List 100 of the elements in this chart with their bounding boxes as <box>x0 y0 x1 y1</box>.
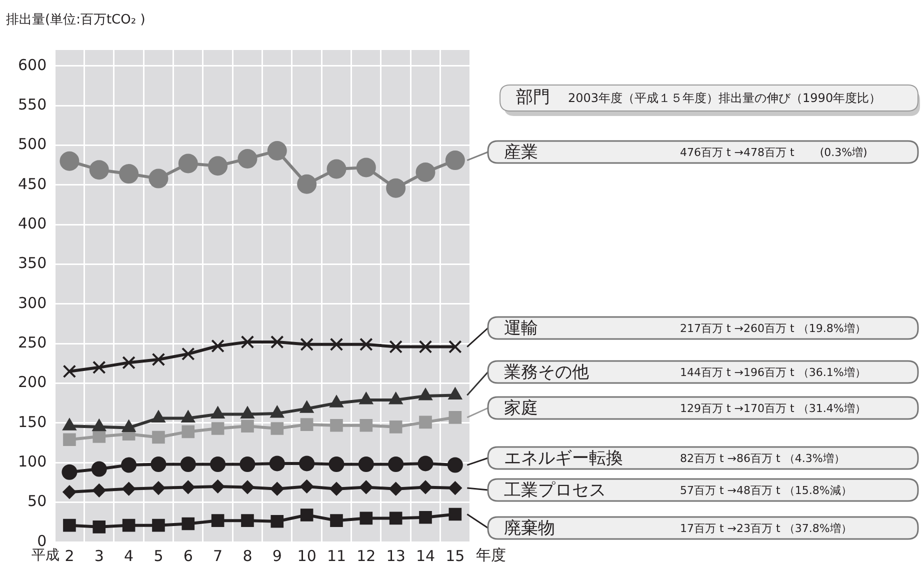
text: 2003年度（平成１５年度）排出量の伸び（1990年度比） <box>568 91 882 106</box>
point <box>300 508 314 522</box>
point <box>150 456 166 472</box>
x-tick-label: 9 <box>272 546 282 565</box>
x-tick-label: 11 <box>326 546 346 565</box>
y-tick-label: 350 <box>18 254 47 272</box>
point <box>122 482 136 496</box>
point <box>448 508 462 521</box>
x-tick-label: 12 <box>356 546 376 565</box>
legend-label: 家庭 <box>504 398 538 418</box>
y-tick-label: 400 <box>18 214 47 232</box>
point <box>360 418 373 432</box>
point <box>92 360 106 374</box>
y-tick-label: 50 <box>28 492 47 510</box>
point <box>62 364 76 378</box>
point <box>181 480 195 494</box>
y-axis-title: 排出量(単位:百万tCO₂ ) <box>6 12 146 28</box>
point <box>330 514 343 527</box>
point <box>238 148 258 168</box>
x-tick-label: 6 <box>183 546 193 565</box>
point <box>389 340 402 354</box>
point <box>211 339 224 353</box>
x-tick-label: 7 <box>213 546 223 565</box>
point <box>270 482 284 496</box>
legend-label: 工業プロセス <box>504 480 606 500</box>
point <box>208 156 228 176</box>
point <box>211 514 224 527</box>
point <box>418 340 432 354</box>
point <box>300 418 314 431</box>
point <box>92 484 106 498</box>
point <box>180 456 196 472</box>
point <box>210 456 226 472</box>
legend-title: 部門 <box>516 87 550 108</box>
point <box>240 456 256 472</box>
point <box>267 141 287 161</box>
point <box>152 352 166 366</box>
point <box>330 482 344 496</box>
y-tick-label: 100 <box>18 452 47 471</box>
y-tick-label: 0 <box>37 532 47 550</box>
point <box>182 517 195 530</box>
x-axis-title: 年度 <box>476 546 506 564</box>
legend-label: エネルギー転換 <box>504 448 623 468</box>
point <box>152 481 166 495</box>
point <box>388 456 404 472</box>
point <box>299 456 315 472</box>
x-tick-label: 4 <box>124 546 134 565</box>
y-tick-label: 250 <box>18 334 47 352</box>
point <box>91 461 107 477</box>
point <box>152 430 165 444</box>
point <box>89 160 109 180</box>
point <box>448 481 462 495</box>
text: 217百万 t →260百万 t （19.8%増） <box>680 322 866 335</box>
point <box>152 518 165 532</box>
x-tick-label: 15 <box>446 546 465 565</box>
point <box>389 482 403 496</box>
text: 129百万 t →170百万 t （31.4%増） <box>680 402 866 415</box>
point <box>178 154 198 174</box>
point <box>330 418 343 432</box>
point <box>240 480 254 494</box>
point <box>121 457 137 473</box>
x-tick-label: 14 <box>416 546 436 565</box>
point <box>62 464 78 480</box>
y-tick-label: 200 <box>18 373 47 392</box>
point <box>241 420 254 433</box>
y-tick-label: 500 <box>18 135 47 154</box>
x-tick-label: 2 <box>64 546 74 565</box>
point <box>389 512 402 525</box>
point <box>418 456 434 472</box>
point <box>92 430 106 443</box>
point <box>419 416 432 429</box>
legend-label: 廃棄物 <box>504 518 555 538</box>
point <box>241 514 254 527</box>
x-tick-label: 10 <box>297 546 316 565</box>
point <box>359 480 373 494</box>
point <box>211 480 225 494</box>
text: 476百万 t →478百万 t (0.3%増) <box>680 146 868 159</box>
point <box>270 514 284 528</box>
point <box>300 338 314 352</box>
point <box>63 518 76 532</box>
text: 平成 <box>31 548 60 564</box>
point <box>418 480 432 494</box>
point <box>122 356 136 370</box>
point <box>119 164 139 184</box>
point <box>60 151 80 171</box>
point <box>360 512 373 525</box>
point <box>269 456 285 472</box>
y-tick-label: 150 <box>18 412 47 431</box>
point <box>360 338 373 352</box>
legend-label: 運輸 <box>504 318 538 338</box>
point <box>330 338 344 352</box>
point <box>356 158 376 178</box>
y-tick-label: 450 <box>18 174 47 193</box>
point <box>448 411 462 424</box>
point <box>240 335 254 349</box>
point <box>297 174 317 194</box>
x-tick-label: 5 <box>154 546 164 565</box>
point <box>62 485 76 499</box>
point <box>419 510 432 524</box>
point <box>122 518 136 532</box>
point <box>358 456 374 472</box>
